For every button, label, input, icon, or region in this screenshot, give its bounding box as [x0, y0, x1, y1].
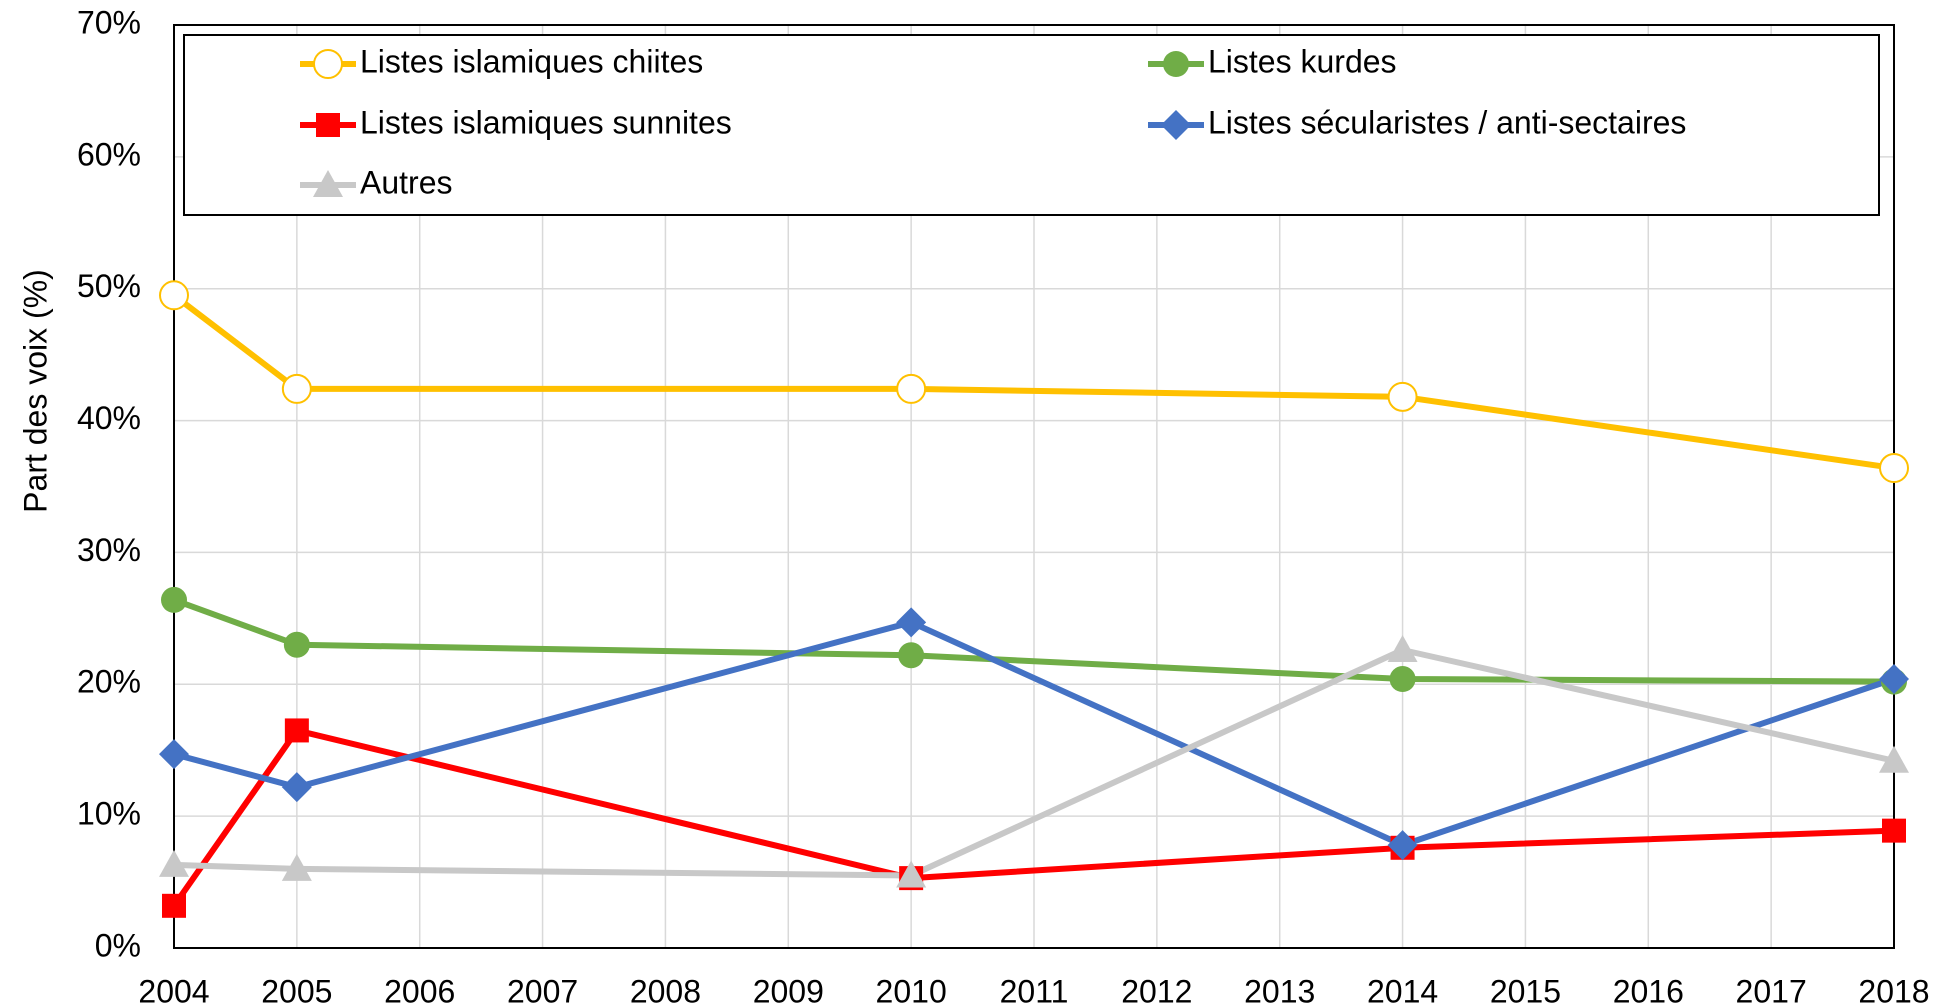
marker [284, 718, 309, 743]
marker [1879, 745, 1909, 773]
x-tick-label: 2014 [1367, 973, 1438, 1005]
x-tick-label: 2007 [507, 973, 578, 1005]
marker [159, 739, 189, 770]
y-tick-label: 60% [77, 136, 141, 172]
marker [896, 373, 927, 404]
marker [161, 586, 187, 613]
marker [1387, 635, 1418, 663]
y-tick-label: 20% [77, 664, 141, 700]
marker [1161, 110, 1191, 140]
marker [896, 607, 927, 638]
marker [896, 860, 927, 888]
marker [1163, 51, 1189, 77]
y-tick-label: 50% [77, 268, 141, 304]
x-tick-label: 2011 [1000, 973, 1069, 1005]
x-tick-label: 2015 [1490, 973, 1561, 1005]
y-tick-label: 40% [77, 400, 141, 436]
x-tick-label: 2017 [1736, 973, 1807, 1005]
marker [281, 853, 312, 881]
x-tick-label: 2016 [1613, 973, 1684, 1005]
marker [316, 113, 340, 137]
legend-label: Listes islamiques chiites [360, 43, 703, 79]
marker [283, 631, 310, 658]
legend-label: Listes kurdes [1208, 43, 1397, 79]
x-tick-label: 2012 [1121, 973, 1192, 1005]
y-axis-label: Part des voix (%) [17, 269, 53, 513]
legend-label: Listes sécularistes / anti-sectaires [1208, 104, 1686, 140]
marker [313, 170, 343, 197]
marker [1882, 818, 1906, 843]
y-tick-label: 70% [77, 4, 141, 40]
plot-border [173, 24, 1895, 949]
marker [159, 280, 189, 311]
x-tick-label: 2010 [876, 973, 947, 1005]
legend-label: Autres [360, 164, 452, 200]
x-tick-label: 2005 [261, 973, 332, 1005]
marker [281, 373, 312, 404]
marker [281, 772, 312, 803]
marker [159, 849, 189, 877]
marker [1389, 666, 1416, 693]
marker [313, 49, 343, 79]
x-tick-label: 2004 [138, 973, 209, 1005]
x-tick-label: 2009 [753, 973, 824, 1005]
legend-box [183, 34, 1880, 216]
x-tick-label: 2006 [384, 973, 455, 1005]
y-tick-label: 30% [77, 532, 141, 568]
x-tick-label: 2018 [1858, 973, 1929, 1005]
y-tick-label: 0% [95, 927, 141, 963]
x-tick-label: 2013 [1244, 973, 1315, 1005]
marker [898, 642, 925, 669]
marker [1879, 664, 1909, 695]
marker [1879, 453, 1909, 484]
x-tick-label: 2008 [630, 973, 701, 1005]
marker [1387, 381, 1418, 412]
y-tick-label: 10% [77, 796, 141, 832]
marker [162, 893, 186, 918]
marker [1387, 830, 1418, 861]
legend-label: Listes islamiques sunnites [360, 104, 732, 140]
